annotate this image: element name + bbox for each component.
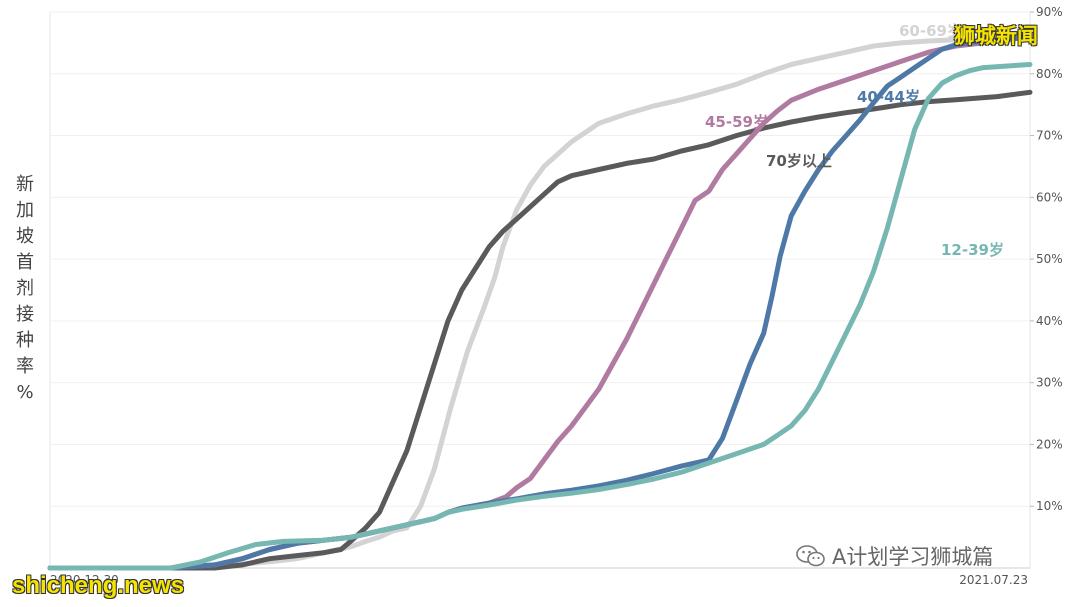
y-tick-label: 90% bbox=[1036, 5, 1063, 19]
series-label: 45-59岁 bbox=[705, 113, 768, 131]
y-tick-label: 60% bbox=[1036, 190, 1063, 204]
y-axis-label-char: 加 bbox=[16, 200, 34, 221]
series-label: 40-44岁 bbox=[857, 88, 920, 106]
series-label: 70岁以上 bbox=[766, 152, 832, 170]
y-tick-label: 40% bbox=[1036, 314, 1063, 328]
y-axis-label-char: 新 bbox=[16, 174, 34, 195]
y-tick-label: 70% bbox=[1036, 129, 1063, 143]
x-tick-label: 2021.07.23 bbox=[959, 573, 1028, 587]
y-tick-label: 80% bbox=[1036, 67, 1063, 81]
wechat-account-name: A计划学习狮城篇 bbox=[832, 545, 994, 569]
y-axis-label-char: 坡 bbox=[16, 226, 34, 247]
y-axis-label-char: 率 bbox=[16, 356, 34, 377]
series-label: 60-69岁 bbox=[899, 22, 962, 40]
series-line bbox=[47, 89, 1033, 571]
y-tick-label: 10% bbox=[1036, 499, 1063, 513]
y-axis-label-char: 剂 bbox=[16, 278, 34, 299]
series-line bbox=[47, 34, 1033, 571]
y-tick-label: 50% bbox=[1036, 252, 1063, 266]
series-line bbox=[47, 62, 1033, 571]
series-label: 12-39岁 bbox=[941, 241, 1004, 259]
y-tick-label: 30% bbox=[1036, 376, 1063, 390]
watermark-bottom: shicheng.news bbox=[12, 572, 185, 599]
y-axis-label-char: 接 bbox=[16, 304, 34, 325]
wechat-watermark: A计划学习狮城篇 bbox=[796, 541, 993, 571]
y-axis-label-char: % bbox=[16, 382, 34, 403]
series-line bbox=[47, 34, 1033, 571]
x-tick-label: 2020.12.30 bbox=[50, 573, 119, 587]
y-axis-label: 新加坡首剂接种率% bbox=[12, 172, 38, 406]
series-line bbox=[47, 28, 1033, 571]
y-axis-label-char: 首 bbox=[16, 252, 34, 273]
y-axis-label-char: 种 bbox=[16, 330, 34, 351]
wechat-icon bbox=[796, 544, 826, 568]
watermark-top: 狮城新闻 bbox=[954, 24, 1038, 48]
y-tick-label: 20% bbox=[1036, 437, 1063, 451]
